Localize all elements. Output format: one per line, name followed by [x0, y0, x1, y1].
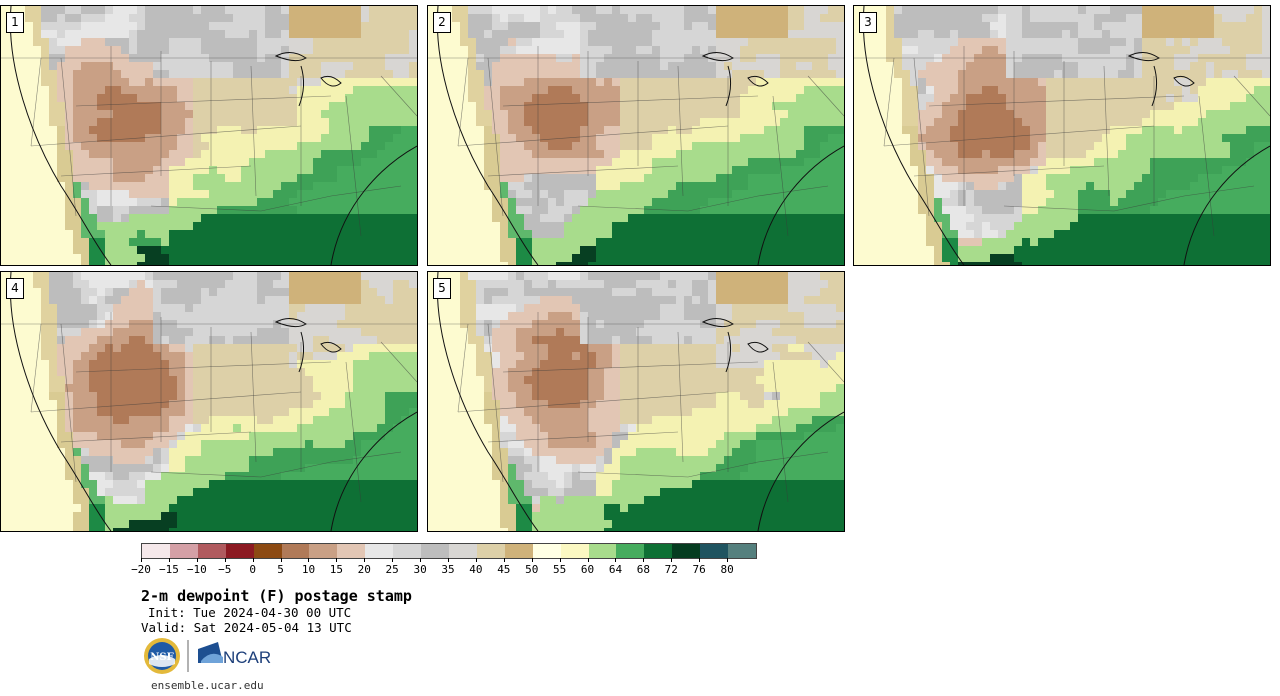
nsf-logo-icon: NSF	[144, 638, 180, 674]
colorbar-tick	[531, 558, 533, 562]
colorbar-swatch	[281, 544, 310, 558]
colorbar-tick	[559, 558, 561, 562]
colorbar-swatch	[225, 544, 254, 558]
colorbar-swatch	[253, 544, 282, 558]
colorbar-swatch	[365, 544, 394, 558]
ensemble-member-panel-2[interactable]: 2	[427, 5, 845, 266]
colorbar-tick	[587, 558, 589, 562]
colorbar-swatch	[728, 544, 756, 558]
colorbar-tick-label: 30	[413, 563, 427, 576]
dewpoint-map	[1, 272, 417, 531]
colorbar-swatch	[588, 544, 617, 558]
colorbar-swatch	[504, 544, 533, 558]
colorbar-tick	[420, 558, 422, 562]
init-time: Init: Tue 2024-04-30 00 UTC	[148, 605, 352, 620]
colorbar-tick-label: 45	[497, 563, 511, 576]
colorbar-tick-label: 0	[249, 563, 256, 576]
colorbar-tick	[671, 558, 673, 562]
colorbar-tick	[643, 558, 645, 562]
colorbar-swatch	[476, 544, 505, 558]
colorbar-tick	[141, 558, 142, 562]
colorbar-swatch	[448, 544, 477, 558]
dewpoint-map	[428, 6, 844, 265]
colorbar-tick-label: 35	[441, 563, 455, 576]
site-url: ensemble.ucar.edu	[151, 679, 264, 692]
colorbar-tick	[364, 558, 366, 562]
colorbar-tick-label: 80	[720, 563, 734, 576]
colorbar-tick-label: 10	[301, 563, 316, 576]
colorbar-swatch	[421, 544, 449, 558]
colorbar-tick-label: −15	[158, 563, 179, 576]
colorbar-tick-label: 15	[329, 563, 343, 576]
dewpoint-map	[1, 6, 417, 265]
ensemble-member-panel-3[interactable]: 3	[853, 5, 1271, 266]
member-number-label: 5	[433, 278, 451, 299]
colorbar-swatch	[644, 544, 673, 558]
colorbar-tick-label: 55	[553, 563, 567, 576]
colorbar-swatch	[337, 544, 366, 558]
colorbar-tick	[699, 558, 701, 562]
colorbar-tick-label: 40	[469, 563, 483, 576]
dewpoint-colorbar	[141, 543, 757, 559]
colorbar-swatch	[616, 544, 645, 558]
colorbar-tick	[168, 558, 170, 562]
ensemble-member-panel-5[interactable]: 5	[427, 271, 845, 532]
colorbar-tick	[475, 558, 477, 562]
member-number-label: 2	[433, 12, 451, 33]
colorbar-tick-label: 50	[525, 563, 539, 576]
colorbar-swatch	[560, 544, 589, 558]
state-borders	[1, 272, 417, 531]
colorbar-tick	[615, 558, 617, 562]
colorbar-tick-label: 64	[608, 563, 623, 576]
colorbar-swatch	[169, 544, 198, 558]
colorbar-swatch	[197, 544, 226, 558]
member-number-label: 1	[6, 12, 24, 33]
colorbar-tick	[224, 558, 226, 562]
state-borders	[1, 6, 417, 265]
colorbar-tick	[503, 558, 505, 562]
colorbar-tick	[252, 558, 254, 562]
ncar-logo-icon: NCAR	[198, 642, 271, 667]
colorbar-tick	[448, 558, 449, 562]
colorbar-tick	[196, 558, 198, 562]
dewpoint-map	[854, 6, 1270, 265]
colorbar-swatch	[309, 544, 338, 558]
colorbar-tick-label: 25	[385, 563, 399, 576]
state-borders	[854, 6, 1270, 265]
colorbar-tick-label: −5	[218, 563, 232, 576]
sponsor-logos: NSF NCAR	[144, 638, 271, 674]
colorbar-swatch	[532, 544, 561, 558]
valid-time: Valid: Sat 2024-05-04 13 UTC	[141, 620, 352, 635]
colorbar-tick	[727, 558, 729, 562]
state-borders	[428, 272, 844, 531]
ensemble-member-panel-1[interactable]: 1	[0, 5, 418, 266]
page-title: 2-m dewpoint (F) postage stamp	[141, 587, 412, 605]
colorbar-tick	[308, 558, 310, 562]
colorbar-tick-label: 68	[636, 563, 650, 576]
colorbar-tick	[280, 558, 282, 562]
colorbar-tick	[336, 558, 338, 562]
member-number-label: 4	[6, 278, 24, 299]
colorbar-tick	[392, 558, 394, 562]
colorbar-swatch	[393, 544, 422, 558]
colorbar-tick-labels: −20 −15 −10 −5 0 5 10 15 20 25 30 35 40 45 50 55 60 64 68 7…	[131, 558, 755, 578]
colorbar-tick-label: 20	[357, 563, 371, 576]
colorbar-tick-label: 60	[580, 563, 595, 576]
colorbar-tick-label: 72	[664, 563, 678, 576]
member-number-label: 3	[859, 12, 877, 33]
colorbar-swatch	[700, 544, 729, 558]
dewpoint-map	[428, 272, 844, 531]
state-borders	[428, 6, 844, 265]
colorbar-swatch	[672, 544, 701, 558]
colorbar-swatch	[142, 544, 170, 558]
colorbar-tick-label: 76	[692, 563, 706, 576]
ensemble-member-panel-4[interactable]: 4	[0, 271, 418, 532]
colorbar-tick-label: −10	[186, 563, 207, 576]
colorbar-tick-label: 5	[277, 563, 284, 576]
colorbar-tick-label: −20	[131, 563, 151, 576]
